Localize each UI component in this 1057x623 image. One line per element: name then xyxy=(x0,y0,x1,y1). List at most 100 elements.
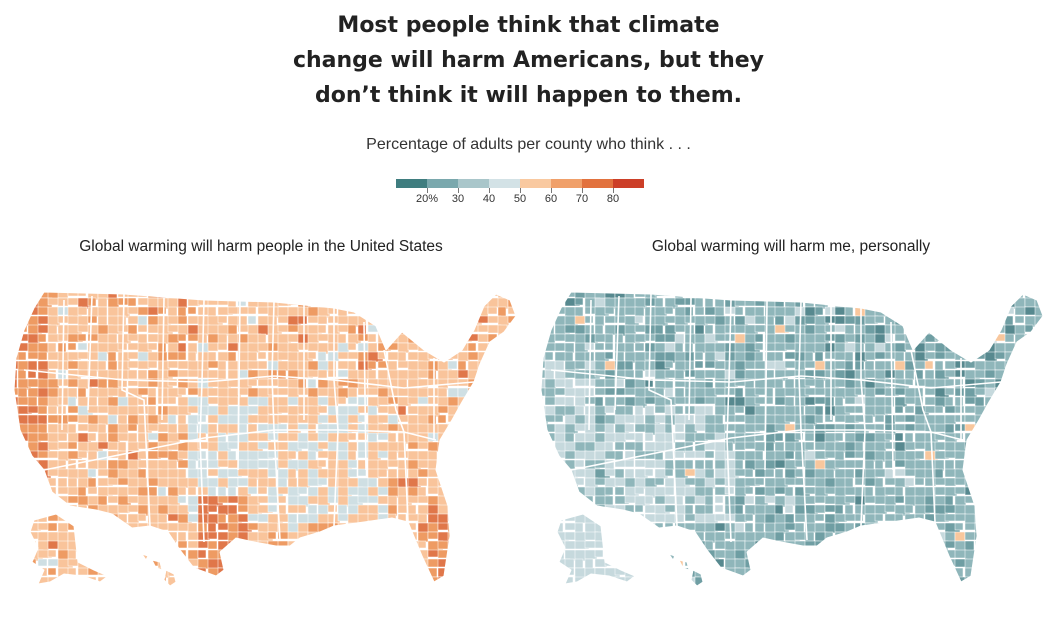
county-cell xyxy=(604,351,614,360)
county-cell xyxy=(497,531,510,544)
county-cell xyxy=(904,576,919,585)
county-cell xyxy=(1014,567,1024,580)
county-cell xyxy=(317,459,327,468)
county-cell xyxy=(147,342,158,351)
county-cell xyxy=(924,360,934,370)
county-cell xyxy=(1004,387,1016,399)
county-cell xyxy=(497,292,510,299)
county-cell xyxy=(38,595,51,603)
county-cell xyxy=(217,342,228,351)
county-cell xyxy=(197,558,210,570)
county-cell xyxy=(77,342,88,351)
county-cell xyxy=(487,468,497,481)
county-cell xyxy=(87,531,97,540)
county-cell xyxy=(1024,567,1035,578)
county-cell xyxy=(47,369,57,380)
county-cell xyxy=(14,369,18,382)
county-cell xyxy=(824,549,840,561)
county-cell xyxy=(685,595,698,606)
county-cell xyxy=(945,280,960,288)
county-cell xyxy=(117,432,130,442)
county-cell xyxy=(1034,495,1043,508)
county-cell xyxy=(874,297,890,307)
county-cell xyxy=(437,315,447,326)
county-cell xyxy=(518,280,529,289)
county-cell xyxy=(37,450,50,459)
county-cell xyxy=(497,468,512,479)
county-cell xyxy=(1014,306,1027,316)
county-cell xyxy=(237,423,248,434)
county-cell xyxy=(17,459,29,468)
county-cell xyxy=(954,441,971,453)
county-cell xyxy=(874,513,884,522)
county-cell xyxy=(1035,280,1048,289)
county-cell xyxy=(317,324,327,334)
county-cell xyxy=(177,495,187,504)
county-cell xyxy=(328,280,342,287)
county-cell xyxy=(665,595,680,603)
county-cell xyxy=(18,595,26,605)
state-border xyxy=(550,369,1002,389)
county-cell xyxy=(47,504,61,514)
county-cell xyxy=(674,432,686,441)
county-cell xyxy=(984,477,995,486)
county-cell xyxy=(147,306,159,316)
county-cell xyxy=(117,540,133,553)
county-cell xyxy=(57,342,67,353)
county-cell xyxy=(644,540,654,550)
county-cell xyxy=(1024,540,1036,553)
county-cell xyxy=(77,486,87,497)
county-cell xyxy=(98,595,108,606)
county-cell xyxy=(1024,306,1037,316)
county-cell xyxy=(934,468,944,479)
county-cell xyxy=(347,585,359,586)
county-cell xyxy=(694,450,706,459)
county-cell xyxy=(784,576,801,585)
county-cell xyxy=(944,306,957,319)
county-cell xyxy=(664,486,675,496)
county-cell xyxy=(487,387,497,398)
county-cell xyxy=(477,405,491,416)
county-cell xyxy=(954,405,965,414)
county-cell xyxy=(197,576,212,586)
county-cell xyxy=(844,567,859,579)
county-cell xyxy=(87,432,97,442)
county-cell xyxy=(824,297,840,306)
county-cell xyxy=(57,540,69,552)
county-cell xyxy=(47,468,60,477)
county-cell xyxy=(544,378,557,390)
county-cell xyxy=(604,423,615,435)
county-cell xyxy=(804,567,820,579)
county-cell xyxy=(894,495,905,504)
county-cell xyxy=(467,558,477,568)
county-cell xyxy=(377,297,394,308)
county-cell xyxy=(57,585,68,586)
county-cell xyxy=(378,595,386,604)
county-cell xyxy=(984,567,997,579)
county-cell xyxy=(794,522,805,533)
county-cell xyxy=(107,477,119,486)
county-cell xyxy=(467,567,484,579)
county-cell xyxy=(984,585,998,586)
county-cell xyxy=(177,333,187,342)
county-cell xyxy=(734,387,744,399)
county-cell xyxy=(615,280,626,289)
county-cell xyxy=(118,280,126,291)
county-cell xyxy=(67,486,79,496)
county-cell xyxy=(288,595,297,602)
county-cell xyxy=(1045,343,1056,352)
county-cell xyxy=(447,432,464,441)
county-cell xyxy=(107,531,120,541)
county-cell xyxy=(287,513,298,525)
county-cell xyxy=(984,432,996,445)
county-cell xyxy=(397,297,412,308)
county-cell xyxy=(715,595,728,606)
county-cell xyxy=(1045,397,1054,407)
county-cell xyxy=(834,315,846,325)
county-cell xyxy=(57,513,71,522)
county-cell xyxy=(814,292,830,299)
county-cell xyxy=(594,432,606,444)
county-cell xyxy=(14,513,24,525)
county-cell xyxy=(67,441,78,450)
county-cell xyxy=(108,280,116,287)
